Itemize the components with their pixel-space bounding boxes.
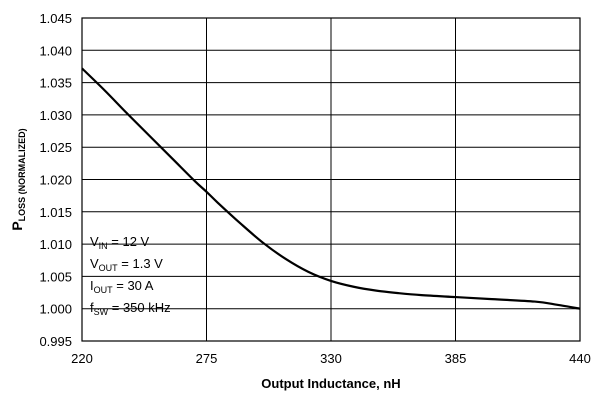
- x-tick-label: 440: [569, 351, 591, 366]
- y-axis-title-main: P: [9, 221, 25, 230]
- y-tick-label: 1.045: [39, 11, 72, 26]
- condition-value: = 30 A: [113, 278, 154, 293]
- x-tick-label: 275: [196, 351, 218, 366]
- grid-lines: [81, 17, 581, 342]
- y-tick-label: 1.035: [39, 76, 72, 91]
- y-tick-label: 1.000: [39, 302, 72, 317]
- condition-symbol: V: [90, 234, 99, 249]
- condition-subscript: IN: [99, 241, 108, 251]
- condition-value: = 12 V: [108, 234, 150, 249]
- y-tick-label: 1.015: [39, 205, 72, 220]
- condition-subscript: OUT: [94, 285, 114, 295]
- x-tick-label: 385: [445, 351, 467, 366]
- y-tick-label: 1.025: [39, 140, 72, 155]
- x-tick-label: 330: [320, 351, 342, 366]
- y-tick-label: 1.030: [39, 108, 72, 123]
- condition-subscript: OUT: [99, 263, 119, 273]
- y-tick-label: 1.010: [39, 237, 72, 252]
- condition-symbol: V: [90, 256, 99, 271]
- y-axis-title-subscript: LOSS (NORMALIZED): [17, 128, 27, 221]
- condition-line: VOUT = 1.3 V: [90, 256, 163, 273]
- y-axis-title: PLOSS (NORMALIZED): [9, 128, 27, 230]
- y-tick-label: 0.995: [39, 334, 72, 349]
- condition-symbol: f: [90, 300, 94, 315]
- y-tick-label: 1.020: [39, 173, 72, 188]
- y-tick-label: 1.040: [39, 43, 72, 58]
- ploss-curve: [81, 67, 581, 310]
- condition-value: = 350 kHz: [108, 300, 171, 315]
- y-axis-ticks: 1.045 1.040 1.035 1.030 1.025 1.020 1.015 1.010…: [39, 11, 72, 349]
- condition-value: = 1.3 V: [118, 256, 163, 271]
- condition-symbol: I: [90, 278, 94, 293]
- plot-area: [81, 17, 581, 342]
- x-axis-ticks: 220 275 330 385 440: [71, 351, 591, 366]
- x-axis-title: Output Inductance, nH: [261, 376, 400, 391]
- condition-subscript: SW: [94, 307, 109, 317]
- x-tick-label: 220: [71, 351, 93, 366]
- condition-line: IOUT = 30 A: [90, 278, 154, 295]
- y-tick-label: 1.005: [39, 269, 72, 284]
- condition-line: fSW = 350 kHz: [90, 300, 171, 317]
- condition-line: VIN = 12 V: [90, 234, 150, 251]
